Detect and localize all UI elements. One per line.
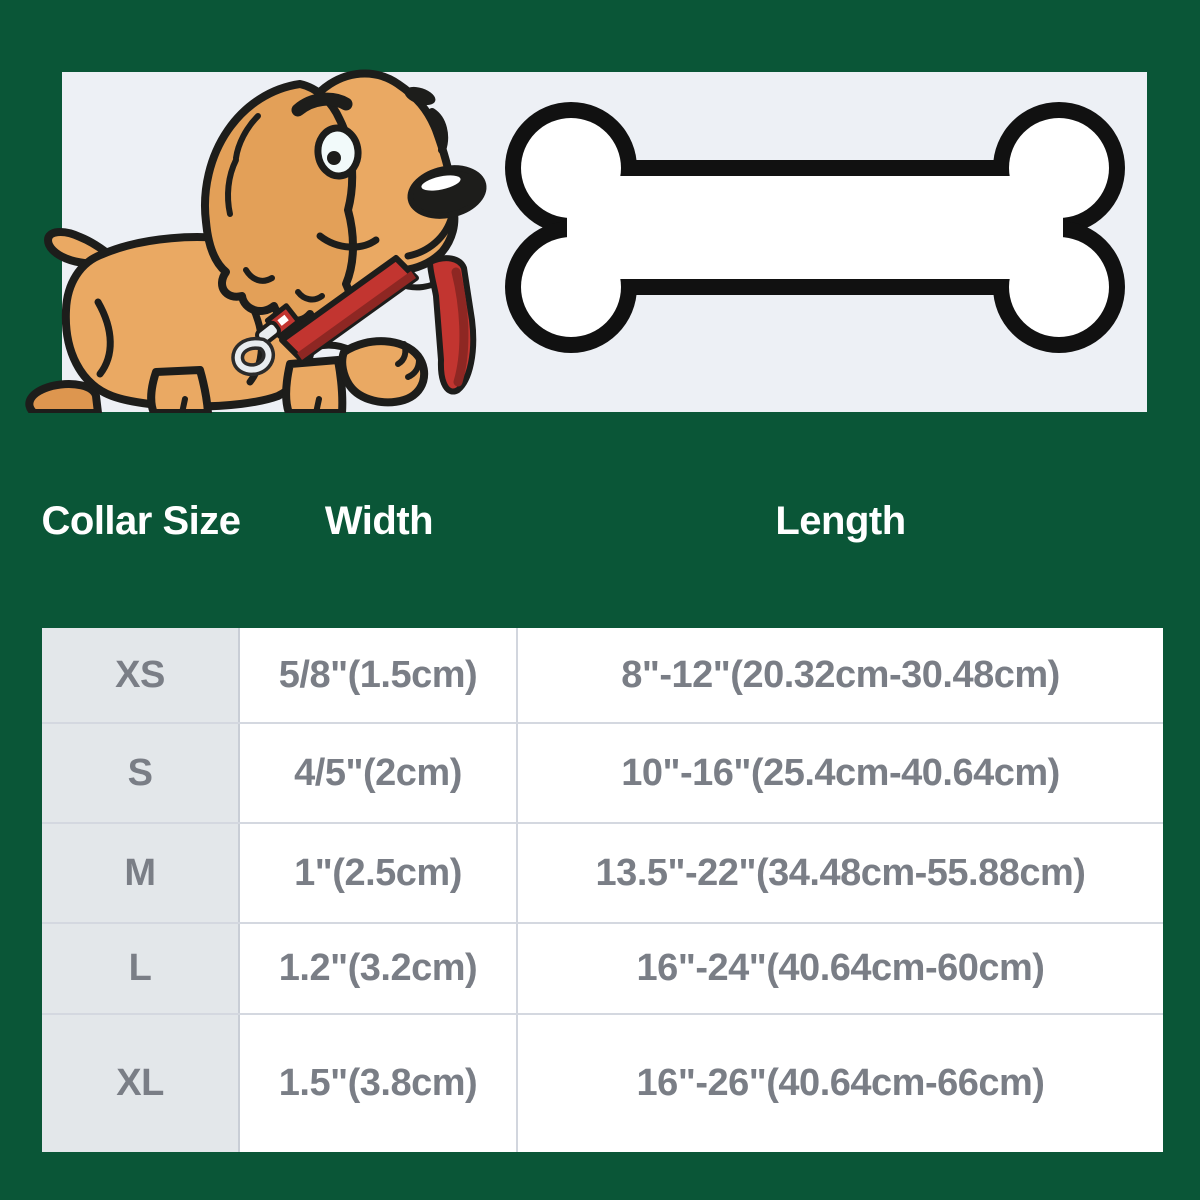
column-header-collar-size: Collar Size [41, 499, 242, 543]
cell-width: 1.2"(3.2cm) [240, 924, 518, 1013]
bone-icon [505, 102, 1125, 353]
cell-length: 16"-26"(40.64cm-66cm) [518, 1015, 1163, 1152]
cell-length: 13.5"-22"(34.48cm-55.88cm) [518, 824, 1163, 922]
table-body: XS 5/8"(1.5cm) 8"-12"(20.32cm-30.48cm) S… [42, 628, 1163, 1152]
cell-length: 8"-12"(20.32cm-30.48cm) [518, 628, 1163, 722]
cell-length: 16"-24"(40.64cm-60cm) [518, 924, 1163, 1013]
table-row-xs: XS 5/8"(1.5cm) 8"-12"(20.32cm-30.48cm) [42, 628, 1163, 722]
dog-illustration-layer [0, 0, 1200, 413]
table-row-s: S 4/5"(2cm) 10"-16"(25.4cm-40.64cm) [42, 722, 1163, 822]
cell-width: 4/5"(2cm) [240, 724, 518, 822]
size-chart-panel: Collar Size Width Length XS 5/8"(1.5cm) … [42, 415, 1163, 1152]
banner [62, 72, 1147, 412]
cell-size: L [42, 924, 240, 1013]
cell-size: S [42, 724, 240, 822]
cell-width: 1"(2.5cm) [240, 824, 518, 922]
table-row-m: M 1"(2.5cm) 13.5"-22"(34.48cm-55.88cm) [42, 822, 1163, 922]
cell-size: M [42, 824, 240, 922]
cell-width: 1.5"(3.8cm) [240, 1015, 518, 1152]
table-row-xl: XL 1.5"(3.8cm) 16"-26"(40.64cm-66cm) [42, 1013, 1163, 1152]
dog-with-leash-illustration [25, 69, 487, 413]
cell-length: 10"-16"(25.4cm-40.64cm) [518, 724, 1163, 822]
column-header-length: Length [775, 499, 906, 543]
column-header-width: Width [324, 499, 434, 543]
table-row-l: L 1.2"(3.2cm) 16"-24"(40.64cm-60cm) [42, 922, 1163, 1013]
cell-size: XL [42, 1015, 240, 1152]
cell-size: XS [42, 628, 240, 722]
cell-width: 5/8"(1.5cm) [240, 628, 518, 722]
table-header-row: Collar Size Width Length [42, 415, 1163, 628]
